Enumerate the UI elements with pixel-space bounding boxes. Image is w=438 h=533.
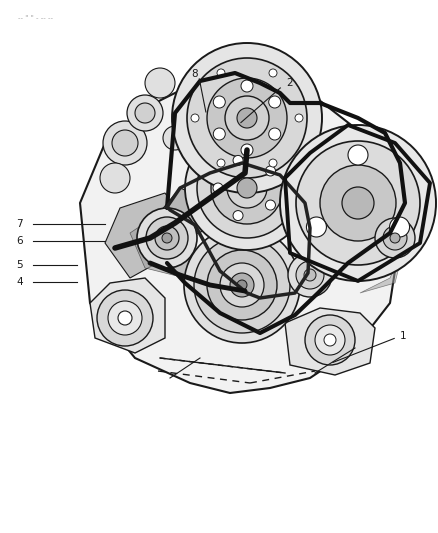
Circle shape xyxy=(315,325,345,355)
Polygon shape xyxy=(155,188,210,243)
Circle shape xyxy=(197,138,297,238)
Circle shape xyxy=(213,96,225,108)
Circle shape xyxy=(217,69,225,77)
Circle shape xyxy=(304,269,316,281)
Circle shape xyxy=(230,273,254,297)
Circle shape xyxy=(172,43,322,193)
Polygon shape xyxy=(90,278,165,353)
Circle shape xyxy=(324,334,336,346)
Text: 6: 6 xyxy=(16,237,23,246)
Circle shape xyxy=(217,159,225,167)
Text: 2: 2 xyxy=(286,78,293,87)
Circle shape xyxy=(127,95,163,131)
Circle shape xyxy=(100,163,130,193)
Text: 5: 5 xyxy=(16,260,23,270)
Circle shape xyxy=(268,128,281,140)
Polygon shape xyxy=(130,213,195,278)
Circle shape xyxy=(296,261,324,289)
Circle shape xyxy=(233,156,243,165)
Circle shape xyxy=(237,178,257,198)
Circle shape xyxy=(389,217,410,237)
Circle shape xyxy=(241,80,253,92)
Circle shape xyxy=(296,141,420,265)
Circle shape xyxy=(307,217,326,237)
Circle shape xyxy=(265,166,276,176)
Circle shape xyxy=(237,108,257,128)
Circle shape xyxy=(191,114,199,122)
Polygon shape xyxy=(190,158,240,223)
Text: 7: 7 xyxy=(16,219,23,229)
Circle shape xyxy=(97,290,153,346)
Circle shape xyxy=(207,78,287,158)
Circle shape xyxy=(390,233,400,243)
Circle shape xyxy=(103,121,147,165)
Circle shape xyxy=(305,315,355,365)
Circle shape xyxy=(269,159,277,167)
Circle shape xyxy=(268,96,281,108)
Circle shape xyxy=(213,128,225,140)
Circle shape xyxy=(220,263,264,307)
Circle shape xyxy=(184,227,300,343)
Circle shape xyxy=(162,233,172,243)
Text: 1: 1 xyxy=(399,331,406,341)
Polygon shape xyxy=(80,78,400,393)
Circle shape xyxy=(269,69,277,77)
Circle shape xyxy=(295,114,303,122)
Circle shape xyxy=(211,152,283,224)
Text: 4: 4 xyxy=(16,278,23,287)
Circle shape xyxy=(280,125,436,281)
Circle shape xyxy=(241,144,253,156)
Circle shape xyxy=(227,168,267,208)
Circle shape xyxy=(348,145,368,165)
Circle shape xyxy=(342,187,374,219)
Circle shape xyxy=(320,165,396,241)
Circle shape xyxy=(375,218,415,258)
Polygon shape xyxy=(360,243,405,293)
Circle shape xyxy=(137,208,197,268)
Circle shape xyxy=(118,311,132,325)
Circle shape xyxy=(146,217,188,259)
Circle shape xyxy=(108,301,142,335)
Circle shape xyxy=(288,253,332,297)
Circle shape xyxy=(213,183,223,193)
Circle shape xyxy=(233,211,243,221)
Circle shape xyxy=(303,223,313,233)
Circle shape xyxy=(265,200,276,210)
Polygon shape xyxy=(285,308,375,375)
Circle shape xyxy=(185,126,309,250)
Circle shape xyxy=(187,58,307,178)
Circle shape xyxy=(112,130,138,156)
Circle shape xyxy=(163,126,187,150)
Circle shape xyxy=(207,250,277,320)
Circle shape xyxy=(225,96,269,140)
Text: -- " " - -- --: -- " " - -- -- xyxy=(18,15,53,21)
Circle shape xyxy=(383,226,407,250)
Circle shape xyxy=(297,217,319,239)
Circle shape xyxy=(237,280,247,290)
Circle shape xyxy=(194,237,290,333)
Polygon shape xyxy=(105,193,185,278)
Circle shape xyxy=(155,226,179,250)
Circle shape xyxy=(290,210,326,246)
Circle shape xyxy=(145,68,175,98)
Text: 8: 8 xyxy=(191,69,198,78)
Circle shape xyxy=(135,103,155,123)
